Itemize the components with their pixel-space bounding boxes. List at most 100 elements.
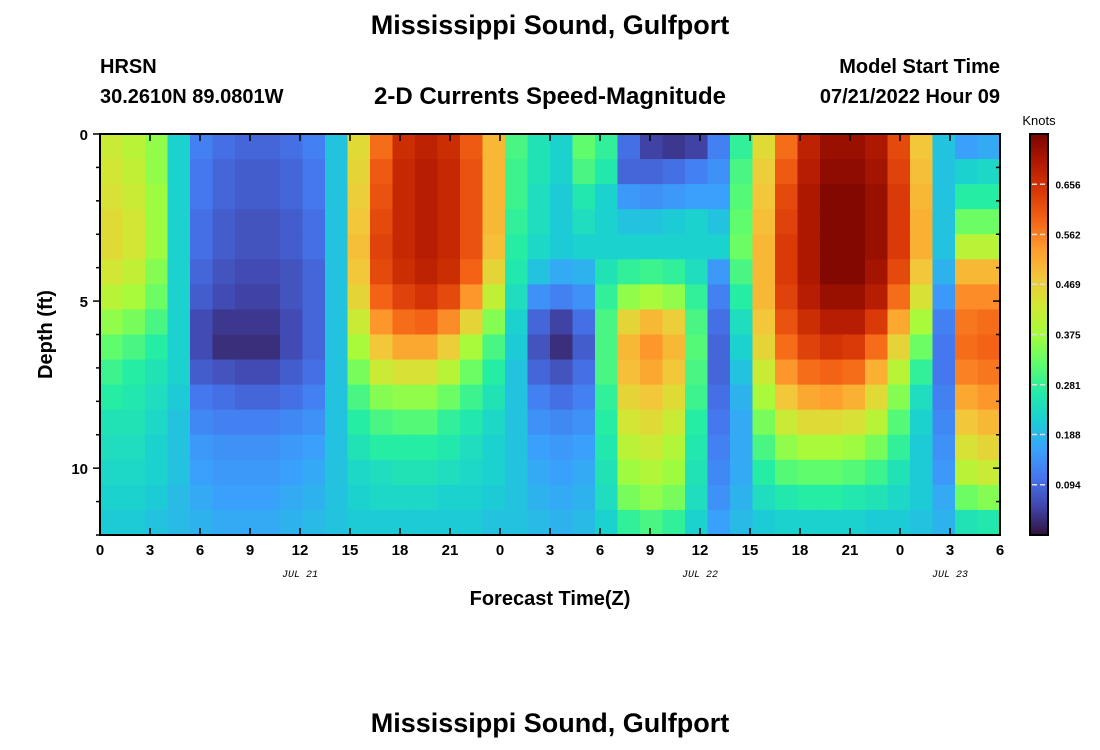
heatmap-cell — [280, 134, 304, 160]
heatmap-cell — [437, 234, 461, 260]
heatmap-cell — [550, 134, 574, 160]
heatmap-cell — [415, 484, 439, 511]
heatmap-cell — [752, 384, 776, 411]
heatmap-cell — [302, 309, 326, 336]
heatmap-cell — [685, 509, 709, 536]
heatmap-cell — [167, 284, 191, 311]
heatmap-cell — [370, 434, 394, 461]
heatmap-cell — [617, 459, 641, 486]
heatmap-cell — [775, 159, 799, 185]
heatmap-cell — [572, 234, 596, 260]
heatmap-cell — [685, 359, 709, 386]
heatmap-cell — [235, 159, 259, 185]
heatmap-cell — [662, 259, 686, 285]
heatmap-cell — [640, 184, 664, 210]
heatmap-cell — [797, 259, 821, 285]
heatmap-cell — [685, 459, 709, 486]
heatmap-cell — [685, 309, 709, 336]
heatmap-cell — [145, 134, 169, 160]
heatmap-cell — [730, 509, 754, 536]
heatmap-cell — [640, 209, 664, 235]
heatmap-cell — [775, 259, 799, 285]
heatmap-cell — [887, 284, 911, 311]
heatmap-cell — [370, 459, 394, 486]
heatmap-cell — [527, 459, 551, 486]
heatmap-cell — [685, 259, 709, 285]
heatmap-cell — [820, 359, 844, 386]
heatmap-cell — [887, 259, 911, 285]
heatmap-cell — [910, 384, 934, 411]
colorbar-tick-label: 0.656 — [1055, 180, 1080, 191]
heatmap-cell — [640, 384, 664, 411]
heatmap-cell — [392, 384, 416, 411]
heatmap-cell — [437, 359, 461, 386]
heatmap-cell — [865, 459, 889, 486]
heatmap-cell — [730, 259, 754, 285]
heatmap-cell — [550, 484, 574, 511]
heatmap-cell — [685, 384, 709, 411]
heatmap-cell — [730, 284, 754, 311]
heatmap-cell — [595, 484, 619, 511]
heatmap-cell — [302, 384, 326, 411]
heatmap-cell — [797, 434, 821, 461]
heatmap-cell — [955, 209, 979, 235]
heatmap-cell — [910, 159, 934, 185]
heatmap-cell — [460, 359, 484, 386]
heatmap-cell — [415, 459, 439, 486]
x-tick-label: 3 — [946, 542, 954, 559]
x-tick-label: 9 — [246, 542, 254, 559]
heatmap-cell — [190, 459, 214, 486]
heatmap-cell — [325, 509, 349, 536]
heatmap-cell — [460, 159, 484, 185]
heatmap-cell — [190, 309, 214, 336]
heatmap-cell — [955, 334, 979, 361]
heatmap-cell — [707, 359, 731, 386]
heatmap-cell — [505, 384, 529, 411]
heatmap-cell — [527, 159, 551, 185]
heatmap-cell — [887, 384, 911, 411]
heatmap-cell — [325, 284, 349, 311]
heatmap-cell — [212, 409, 236, 436]
heatmap-cell — [865, 184, 889, 210]
heatmap-cell — [257, 409, 281, 436]
heatmap-cell — [730, 309, 754, 336]
heatmap-cell — [775, 234, 799, 260]
heatmap-cell — [347, 209, 371, 235]
heatmap-cell — [797, 334, 821, 361]
heatmap-cell — [955, 159, 979, 185]
heatmap-cell — [167, 384, 191, 411]
heatmap-cell — [595, 234, 619, 260]
heatmap-cell — [550, 284, 574, 311]
x-tick-label: 15 — [742, 542, 759, 559]
heatmap-cell — [415, 234, 439, 260]
heatmap-cell — [257, 309, 281, 336]
heatmap-cell — [977, 409, 1001, 436]
heatmap-cell — [617, 159, 641, 185]
heatmap-cell — [235, 284, 259, 311]
heatmap-cell — [212, 309, 236, 336]
heatmap-cell — [190, 209, 214, 235]
heatmap-cell — [932, 259, 956, 285]
heatmap-cell — [347, 484, 371, 511]
heatmap-cell — [752, 409, 776, 436]
heatmap-cell — [370, 334, 394, 361]
heatmap-cell — [302, 359, 326, 386]
heatmap-cell — [775, 409, 799, 436]
heatmap-cell — [865, 134, 889, 160]
heatmap-cell — [190, 284, 214, 311]
heatmap-cell — [370, 409, 394, 436]
heatmap-cell — [235, 234, 259, 260]
heatmap-cell — [415, 209, 439, 235]
heatmap-cell — [392, 134, 416, 160]
heatmap-cell — [865, 334, 889, 361]
heatmap-cell — [257, 434, 281, 461]
heatmap-cell — [460, 234, 484, 260]
heatmap-cell — [437, 259, 461, 285]
heatmap-cell — [257, 509, 281, 536]
heatmap-cell — [370, 509, 394, 536]
heatmap-cell — [572, 209, 596, 235]
heatmap-cell — [910, 284, 934, 311]
heatmap-cell — [392, 184, 416, 210]
heatmap-cell — [640, 459, 664, 486]
heatmap-cell — [910, 459, 934, 486]
